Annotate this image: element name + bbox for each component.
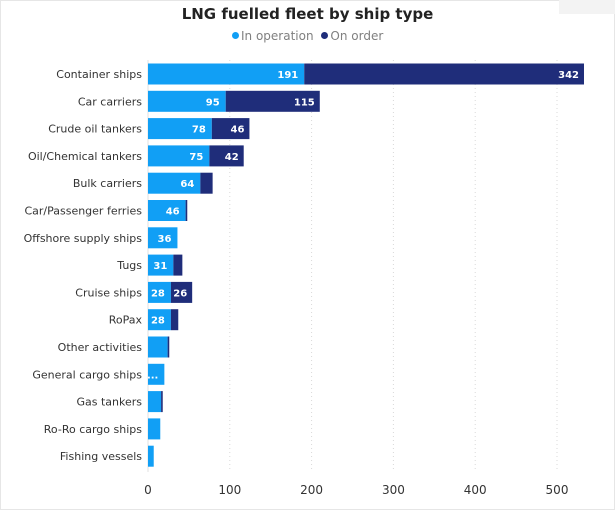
bar-in-operation-bulk-carriers[interactable]: [148, 172, 201, 194]
x-tick-label-100: 100: [218, 483, 241, 497]
category-label-ropax: RoPax: [109, 314, 143, 327]
x-tick-label-0: 0: [144, 483, 152, 497]
category-label-car-carriers: Car carriers: [78, 95, 142, 108]
category-label-ro-ro-cargo-ships: Ro-Ro cargo ships: [44, 423, 142, 436]
bar-on-order-other-activities[interactable]: [167, 336, 170, 358]
data-label-in-operation-tugs: 31: [153, 261, 167, 272]
bar-on-order-car-carriers[interactable]: [225, 90, 320, 112]
category-label-oil-chemical-tankers: Oil/Chemical tankers: [28, 150, 142, 163]
bar-on-order-car-passenger-ferries[interactable]: [185, 200, 188, 221]
data-label-on-order-cruise-ships: 26: [173, 288, 187, 299]
legend-item-in-operation[interactable]: In operation: [232, 29, 314, 43]
data-label-on-order-container-ships: 342: [558, 70, 579, 81]
bar-in-operation-cruise-ships[interactable]: [148, 281, 171, 303]
legend-label-in-operation: In operation: [241, 29, 314, 43]
bar-on-order-container-ships[interactable]: [304, 63, 584, 85]
category-label-offshore-supply-ships: Offshore supply ships: [24, 232, 143, 245]
bar-on-order-tugs[interactable]: [173, 254, 183, 276]
data-label-on-order-oil-chemical-tankers: 42: [225, 152, 239, 163]
bar-in-operation-general-cargo-ships[interactable]: [148, 363, 165, 385]
bar-on-order-gas-tankers[interactable]: [161, 391, 163, 413]
data-label-in-operation-general-cargo-ships: ...: [147, 370, 158, 381]
chart-title: LNG fuelled fleet by ship type: [181, 5, 434, 23]
legend[interactable]: In operation On order: [232, 29, 387, 43]
bar-on-order-cruise-ships[interactable]: [170, 281, 193, 303]
x-tick-label-200: 200: [300, 483, 323, 497]
bar-in-operation-car-carriers[interactable]: [148, 90, 226, 112]
x-tick-label-400: 400: [464, 483, 487, 497]
bar-in-operation-fishing-vessels[interactable]: [148, 445, 154, 467]
bar-in-operation-ro-ro-cargo-ships[interactable]: [148, 418, 161, 440]
data-label-in-operation-ropax: 28: [151, 316, 165, 327]
data-label-in-operation-cruise-ships: 28: [151, 288, 165, 299]
category-label-tugs: Tugs: [116, 259, 142, 272]
bar-on-order-oil-chemical-tankers[interactable]: [209, 145, 244, 167]
legend-label-on-order: On order: [330, 29, 384, 43]
x-tick-label-500: 500: [546, 483, 569, 497]
category-label-gas-tankers: Gas tankers: [76, 396, 142, 409]
legend-item-on-order[interactable]: On order: [321, 29, 383, 43]
corner-tab: [559, 0, 615, 14]
category-label-crude-oil-tankers: Crude oil tankers: [48, 123, 142, 136]
bar-on-order-bulk-carriers[interactable]: [200, 172, 213, 194]
bar-on-order-ropax[interactable]: [170, 309, 179, 331]
bar-in-operation-gas-tankers[interactable]: [148, 391, 162, 413]
bar-in-operation-tugs[interactable]: [148, 254, 174, 276]
category-label-container-ships: Container ships: [56, 68, 142, 81]
bar-in-operation-container-ships[interactable]: [148, 63, 305, 85]
data-label-in-operation-bulk-carriers: 64: [180, 179, 194, 190]
category-label-fishing-vessels: Fishing vessels: [60, 450, 142, 463]
bar-in-operation-offshore-supply-ships[interactable]: [148, 227, 178, 249]
legend-dot-on-order: [321, 32, 329, 39]
data-label-in-operation-oil-chemical-tankers: 75: [189, 152, 203, 163]
legend-dot-in-operation: [232, 32, 239, 39]
category-label-other-activities: Other activities: [58, 341, 143, 354]
data-label-in-operation-container-ships: 191: [277, 70, 298, 81]
bar-in-operation-crude-oil-tankers[interactable]: [148, 118, 212, 140]
x-tick-label-300: 300: [382, 483, 405, 497]
data-label-in-operation-car-passenger-ferries: 46: [166, 207, 180, 218]
data-label-on-order-car-carriers: 115: [294, 97, 315, 108]
bar-in-operation-other-activities[interactable]: [148, 336, 168, 358]
category-label-general-cargo-ships: General cargo ships: [32, 368, 142, 381]
data-label-in-operation-car-carriers: 95: [206, 97, 220, 108]
bar-in-operation-car-passenger-ferries[interactable]: [148, 200, 186, 221]
bar-in-operation-oil-chemical-tankers[interactable]: [148, 145, 210, 167]
data-label-in-operation-offshore-supply-ships: 36: [158, 234, 172, 245]
category-label-bulk-carriers: Bulk carriers: [73, 177, 142, 190]
data-label-on-order-crude-oil-tankers: 46: [231, 125, 245, 136]
bar-in-operation-ropax[interactable]: [148, 309, 171, 331]
category-label-cruise-ships: Cruise ships: [75, 286, 142, 299]
bar-on-order-crude-oil-tankers[interactable]: [211, 118, 250, 140]
data-label-in-operation-crude-oil-tankers: 78: [192, 125, 206, 136]
category-label-car-passenger-ferries: Car/Passenger ferries: [24, 205, 142, 218]
